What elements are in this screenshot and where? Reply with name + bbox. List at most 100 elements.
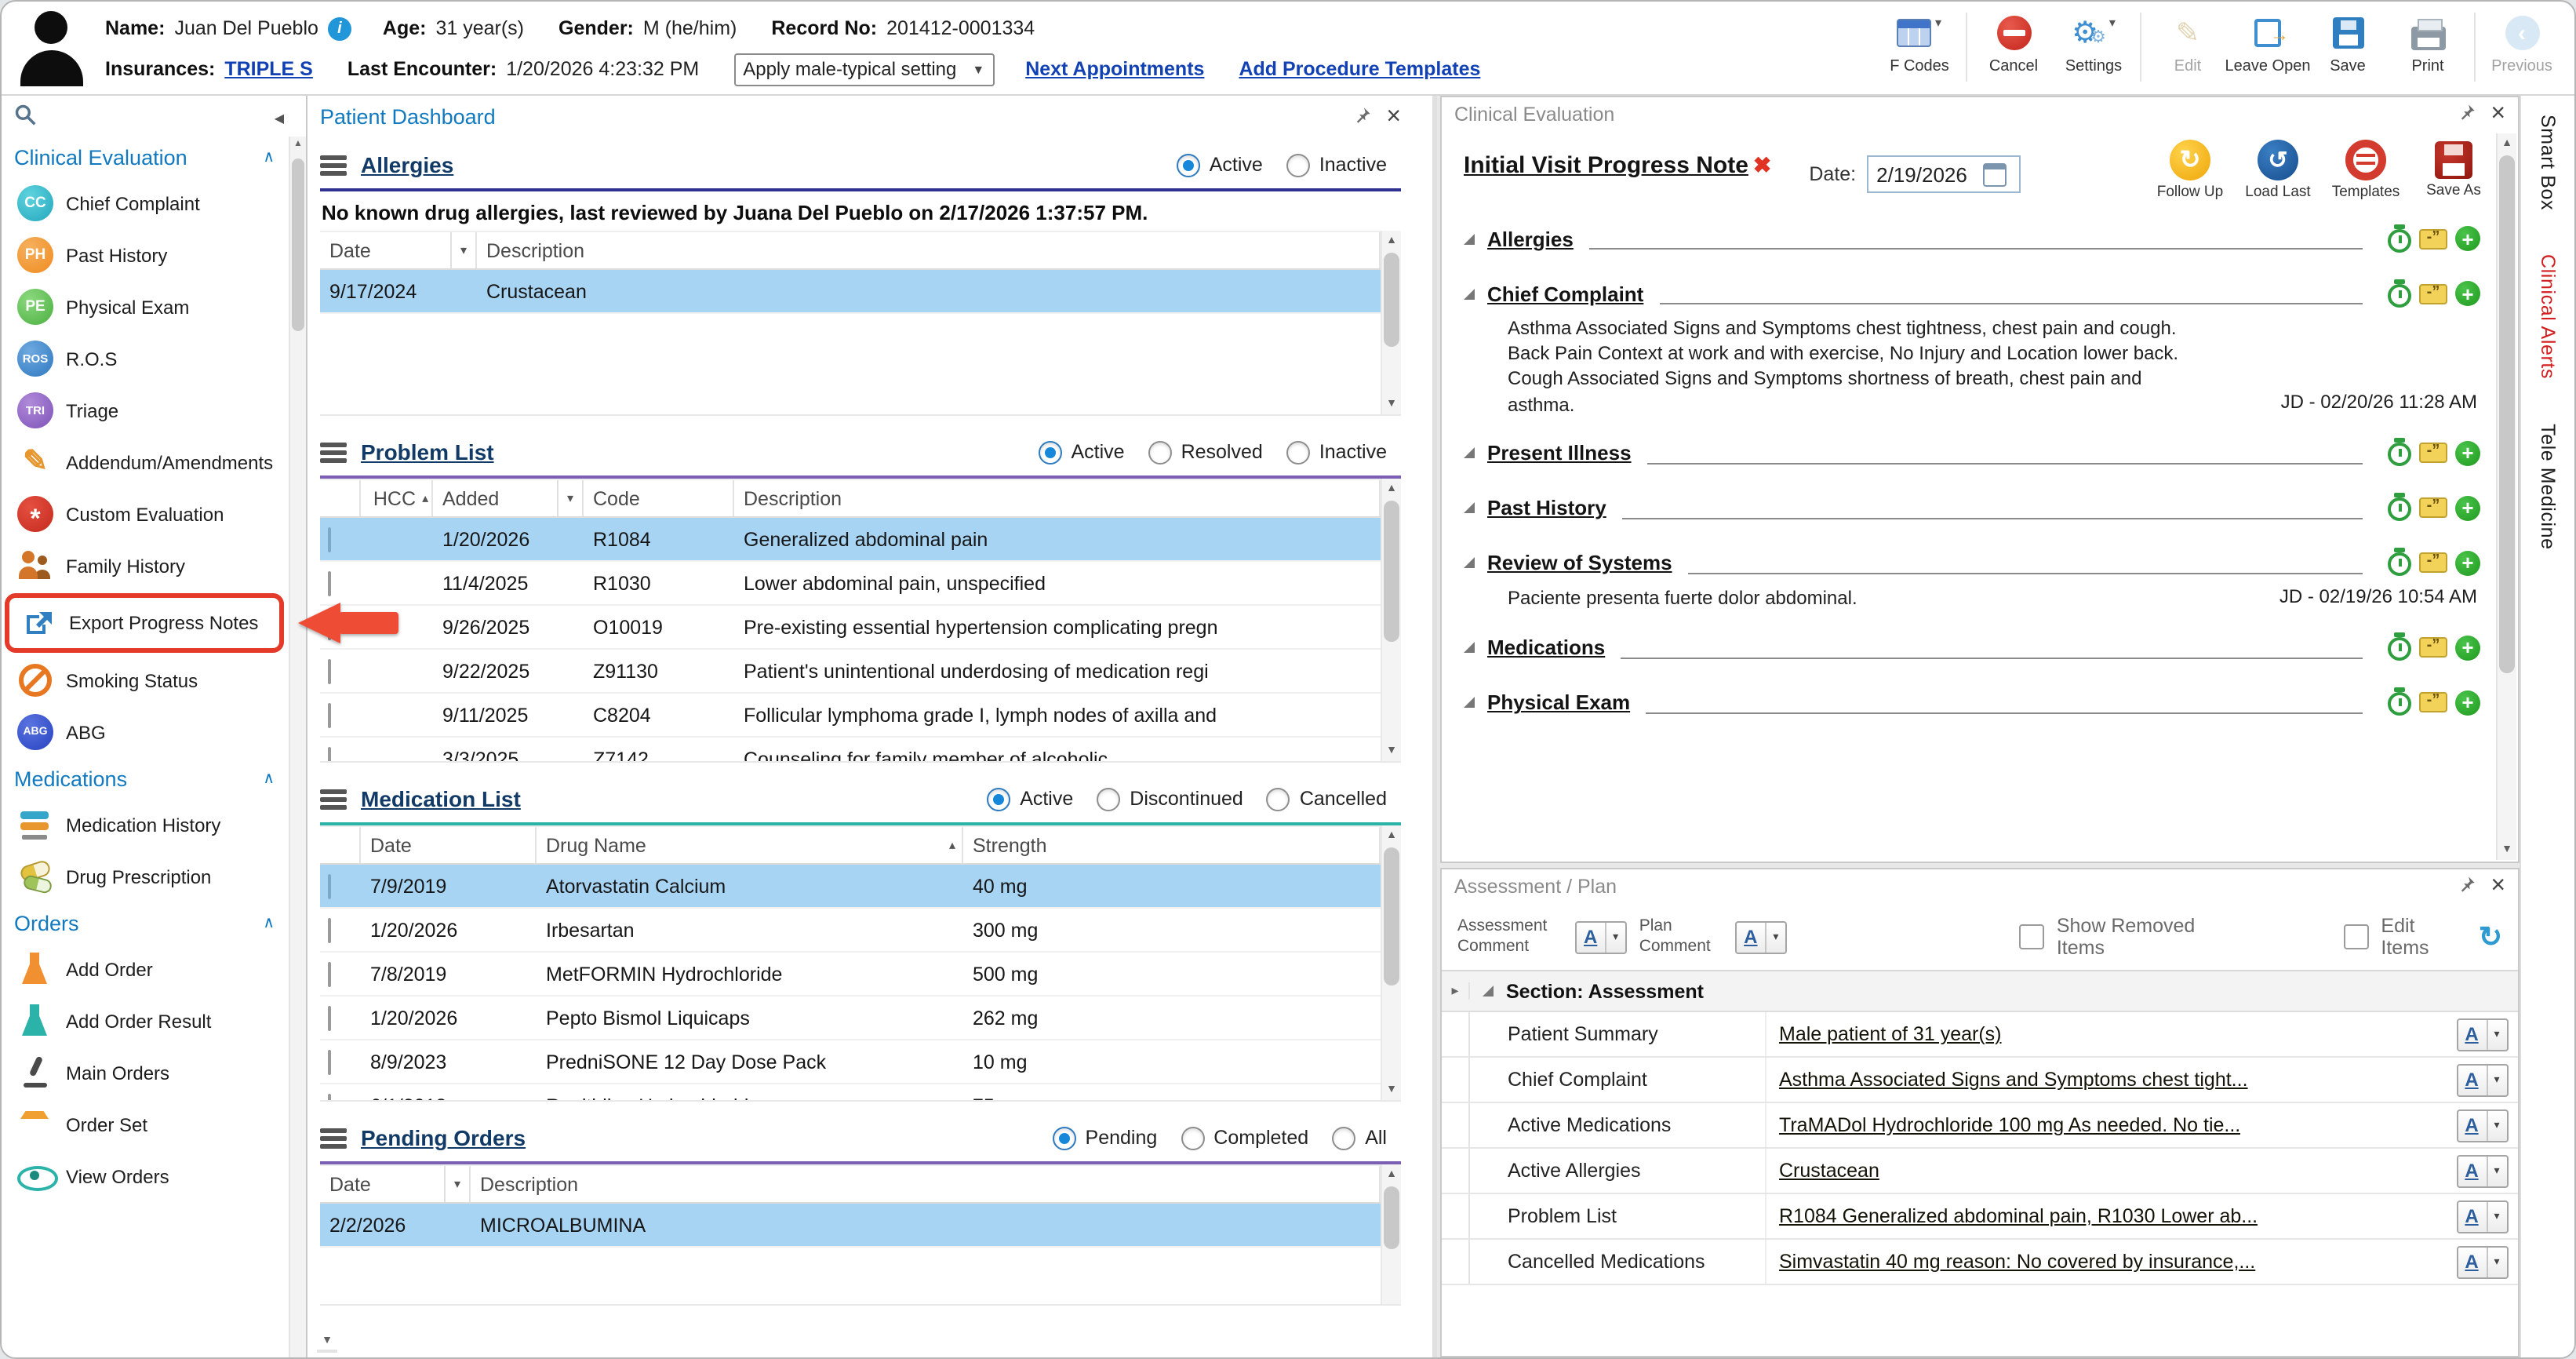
scrollbar[interactable]: ▲ ▼ xyxy=(1381,825,1401,1100)
scroll-down-icon[interactable]: ▼ xyxy=(1386,745,1397,756)
sidebar-item-custom-evaluation[interactable]: Custom Evaluation xyxy=(2,488,287,540)
scrollbar[interactable]: ▲ xyxy=(1381,1164,1401,1304)
pin-icon[interactable] xyxy=(1353,105,1370,129)
sidebar-item-triage[interactable]: TRI Triage xyxy=(2,384,287,436)
sidebar-item-add-order-result[interactable]: Add Order Result xyxy=(2,995,287,1047)
timer-icon[interactable] xyxy=(2388,493,2411,522)
table-row[interactable]: 9/22/2025 Z91130 Patient's unintentional… xyxy=(320,650,1381,694)
collapse-icon[interactable] xyxy=(1464,697,1475,709)
scrollbar-thumb[interactable] xyxy=(1384,253,1399,347)
filter-radio-inactive[interactable] xyxy=(1286,153,1310,177)
note-title[interactable]: Initial Visit Progress Note xyxy=(1464,152,1748,179)
pending-orders-title[interactable]: Pending Orders xyxy=(361,1125,526,1150)
scrollbar[interactable]: ▲ ▼ xyxy=(1381,479,1401,761)
add-icon[interactable] xyxy=(2455,440,2480,466)
table-row[interactable]: 1/20/2026 Pepto Bismol Liquicaps 262 mg xyxy=(320,996,1381,1040)
filter-radio-all[interactable] xyxy=(1332,1126,1356,1150)
timer-icon[interactable] xyxy=(2388,224,2411,252)
note-section-title[interactable]: Past History xyxy=(1487,496,1606,520)
collapse-icon[interactable] xyxy=(1483,986,1494,996)
filter-radio-completed[interactable] xyxy=(1181,1126,1205,1150)
sidebar-section-medications[interactable]: Medications ∧ xyxy=(2,758,287,799)
chevron-down-icon[interactable]: ▾ xyxy=(1934,16,1941,30)
assessment-row[interactable]: Chief Complaint Asthma Associated Signs … xyxy=(1442,1058,2518,1103)
table-row[interactable]: 7/8/2019 MetFORMIN Hydrochloride 500 mg xyxy=(320,953,1381,996)
settings-button[interactable]: ⚙⚙ ▾ Settings xyxy=(2054,13,2134,75)
pin-icon[interactable] xyxy=(2458,876,2475,898)
row-checkbox[interactable] xyxy=(328,659,331,684)
add-icon[interactable] xyxy=(2455,690,2480,716)
assessment-comment-button[interactable]: A ▾ xyxy=(1574,920,1627,953)
collapse-icon[interactable] xyxy=(1464,447,1475,459)
menu-icon[interactable] xyxy=(320,789,347,809)
filter-radio-inactive[interactable] xyxy=(1286,440,1310,464)
menu-icon[interactable] xyxy=(320,155,347,175)
table-row[interactable]: 11/4/2025 R1030 Lower abdominal pain, un… xyxy=(320,562,1381,606)
column-header[interactable]: Date ▾ xyxy=(320,1166,471,1202)
medication-list-title[interactable]: Medication List xyxy=(361,786,521,811)
table-row[interactable]: 9/17/2024 Crustacean xyxy=(320,270,1381,314)
scrollbar-thumb[interactable] xyxy=(1384,1186,1399,1249)
table-row[interactable]: 9/11/2025 C8204 Follicular lymphoma grad… xyxy=(320,694,1381,738)
column-header[interactable]: Date xyxy=(361,827,537,863)
dictate-icon[interactable] xyxy=(2419,497,2447,519)
sidebar-item-ros[interactable]: ROS R.O.S xyxy=(2,333,287,384)
table-row[interactable]: 1/20/2026 R1084 Generalized abdominal pa… xyxy=(320,518,1381,562)
row-checkbox[interactable] xyxy=(328,571,331,596)
row-checkbox[interactable] xyxy=(328,747,331,761)
note-scrollbar[interactable]: ▲ ▼ xyxy=(2496,133,2516,860)
collapse-icon[interactable] xyxy=(1464,642,1475,654)
f-codes-button[interactable]: ▾ F Codes xyxy=(1879,13,1959,75)
chevron-down-icon[interactable]: ▾ xyxy=(2108,16,2116,30)
insurances-link[interactable]: TRIPLE S xyxy=(224,58,313,80)
note-line[interactable] xyxy=(1621,517,2363,519)
menu-icon[interactable] xyxy=(320,442,347,462)
row-value[interactable]: Simvastatin 40 mg reason: No covered by … xyxy=(1765,1240,2446,1284)
scroll-up-icon[interactable]: ▲ xyxy=(318,1351,336,1357)
timer-icon[interactable] xyxy=(2388,548,2411,577)
column-header[interactable]: Added ▾ xyxy=(433,480,584,516)
filter-radio-active[interactable] xyxy=(987,787,1011,811)
sidebar-item-view-orders[interactable]: View Orders xyxy=(2,1150,287,1202)
sidebar-item-order-set[interactable]: Order Set xyxy=(2,1098,287,1150)
note-section-title[interactable]: Allergies xyxy=(1487,227,1574,250)
timer-icon[interactable] xyxy=(2388,279,2411,307)
sidebar-item-export-progress-notes[interactable]: Export Progress Notes xyxy=(5,593,398,653)
column-header[interactable]: Strength xyxy=(963,827,1381,863)
column-header[interactable]: Date ▾ xyxy=(320,232,477,268)
scroll-down-icon[interactable]: ▼ xyxy=(2501,844,2512,855)
scrollbar-thumb[interactable] xyxy=(292,158,304,331)
load-last-button[interactable]: Load Last xyxy=(2239,140,2317,201)
row-value[interactable]: Asthma Associated Signs and Symptoms che… xyxy=(1765,1058,2446,1102)
dictate-icon[interactable] xyxy=(2419,443,2447,464)
row-value[interactable]: R1084 Generalized abdominal pain, R1030 … xyxy=(1765,1194,2446,1238)
print-button[interactable]: Print xyxy=(2388,13,2468,75)
close-icon[interactable]: × xyxy=(2490,100,2505,127)
add-icon[interactable] xyxy=(2455,226,2480,251)
chevron-up-icon[interactable]: ∧ xyxy=(263,770,275,787)
note-section-title[interactable]: Physical Exam xyxy=(1487,690,1631,715)
row-expander[interactable]: ▸ xyxy=(1442,982,1470,1000)
sidebar-item-addendum-amendments[interactable]: Addendum/Amendments xyxy=(2,436,287,488)
edit-button[interactable]: ✎ Edit xyxy=(2148,13,2228,75)
timer-icon[interactable] xyxy=(2388,632,2411,661)
assessment-row[interactable]: Active Medications TraMADol Hydrochlorid… xyxy=(1442,1103,2518,1149)
dictate-icon[interactable] xyxy=(2419,637,2447,658)
sidebar-item-physical-exam[interactable]: PE Physical Exam xyxy=(2,281,287,333)
note-section-text[interactable]: Asthma Associated Signs and Symptoms che… xyxy=(1508,317,2179,416)
row-action-button[interactable]: A ▾ xyxy=(2456,1109,2508,1142)
column-header[interactable]: Code xyxy=(584,480,734,516)
assessment-row[interactable]: Patient Summary Male patient of 31 year(… xyxy=(1442,1012,2518,1058)
add-icon[interactable] xyxy=(2455,550,2480,576)
collapse-icon[interactable] xyxy=(1464,502,1475,514)
row-action-button[interactable]: A ▾ xyxy=(2456,1245,2508,1278)
close-icon[interactable]: × xyxy=(1386,103,1401,129)
column-header[interactable]: Description xyxy=(734,480,1381,516)
setting-dropdown[interactable]: Apply male-typical setting ▼ xyxy=(733,53,995,86)
show-removed-items-checkbox[interactable] xyxy=(2018,924,2044,949)
column-header[interactable]: HCC ▴ xyxy=(361,480,433,516)
dashboard-scrollbar[interactable]: ▲ ▼ xyxy=(317,1335,337,1357)
row-value[interactable]: Male patient of 31 year(s) xyxy=(1765,1012,2446,1056)
table-row[interactable]: 1/20/2026 Irbesartan 300 mg xyxy=(320,909,1381,953)
edit-items-checkbox[interactable] xyxy=(2343,924,2369,949)
